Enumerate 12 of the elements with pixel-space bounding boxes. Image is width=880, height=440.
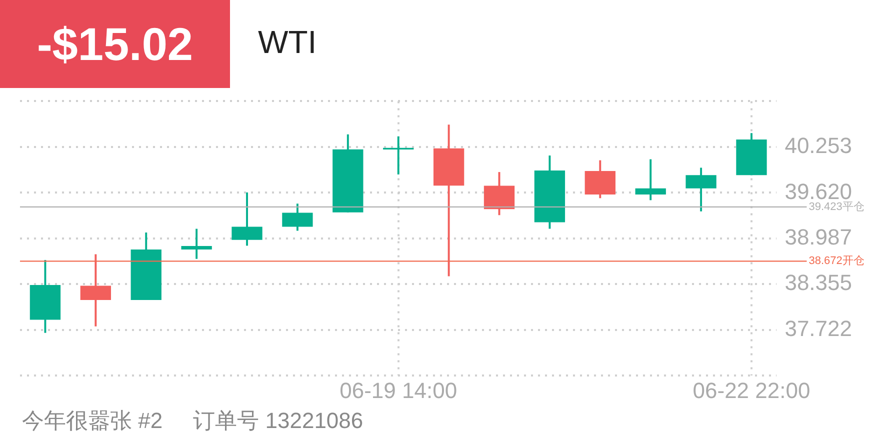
ref-line-label: 39.423平仓 [808,200,864,213]
chart-title: WTI [258,24,317,61]
x-tick-label: 06-19 14:00 [340,378,458,403]
text: 今年很嚣张 #2 订单号 13221086 [22,408,364,433]
ref-line-label: 38.672开仓 [808,255,864,268]
candlestick [181,228,212,259]
y-tick-label: 38.355 [784,270,852,296]
text: -$15.02 [0,0,230,88]
x-tick-label: 06-22 22:00 [692,378,810,403]
y-tick-label: 38.987 [784,224,852,250]
y-tick-label: 37.722 [784,316,852,341]
y-tick-label: 40.253 [784,133,852,158]
